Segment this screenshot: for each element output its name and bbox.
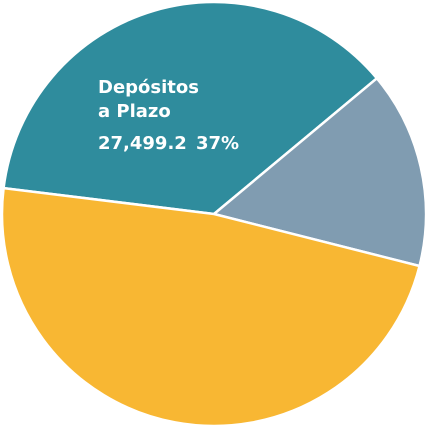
pie-slice: [2, 0, 379, 216]
pie-slice: [211, 76, 428, 268]
slice-amount: 27,499.2: [98, 133, 187, 154]
slice-percent: 37%: [196, 133, 240, 154]
pie-slice: [0, 186, 422, 428]
slice-label: Depósitos a Plazo: [98, 77, 199, 122]
